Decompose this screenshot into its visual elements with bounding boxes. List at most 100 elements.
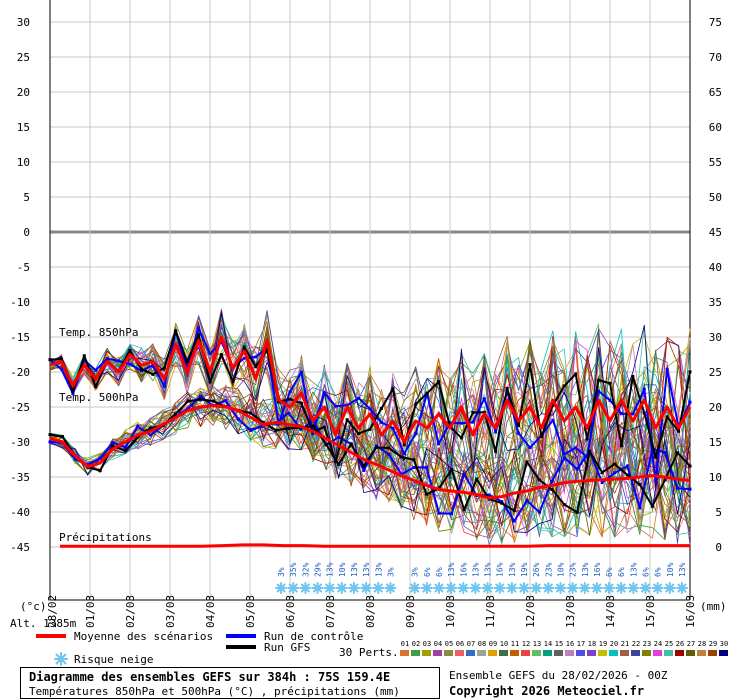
gfs-run-line-point — [48, 358, 52, 362]
member-legend-item: 15 — [554, 640, 564, 656]
gfs-run-line-point — [349, 442, 353, 446]
member-swatch — [620, 650, 629, 656]
snow-risk-value: 10% — [338, 562, 347, 577]
gfs-run-line-point — [128, 348, 132, 352]
snow-flake-icon — [372, 582, 385, 594]
gfs-run-line-point — [111, 444, 115, 448]
gfs-run-line-point — [551, 403, 555, 407]
y-tick-label: -35 — [10, 471, 30, 484]
member-legend-item: 02 — [411, 640, 421, 656]
control-run-line-point — [482, 397, 486, 401]
gfs-run-line-point — [597, 378, 601, 382]
control-run-line-point — [471, 420, 475, 424]
gfs-run-line-point — [574, 372, 578, 376]
x-tick-label: 04/03 — [204, 595, 217, 628]
gfs-run-line-point — [677, 429, 681, 433]
snow-flake-icon — [469, 582, 482, 594]
member-legend-item: 23 — [642, 640, 652, 656]
run-info: Ensemble GEFS du 28/02/2026 - 00Z — [449, 669, 668, 682]
snow-flake-icon — [505, 582, 518, 594]
y2-unit-label: (mm) — [700, 600, 727, 613]
gfs-run-line-point — [688, 464, 692, 468]
control-run-line-point — [98, 456, 102, 460]
y2-tick-label: 60 — [709, 121, 722, 134]
control-run-line-point — [424, 465, 428, 469]
member-legend-item: 30 — [719, 640, 729, 656]
control-run-line-point — [675, 486, 679, 490]
snow-risk-value: 6% — [423, 567, 432, 577]
control-run-line-point — [374, 444, 378, 448]
member-legend-item: 27 — [686, 640, 696, 656]
y2-tick-label: 0 — [715, 541, 722, 554]
snow-risk-value: 13% — [350, 562, 359, 577]
snow-risk-value: 3% — [277, 567, 286, 577]
member-legend-item: 17 — [576, 640, 586, 656]
y-tick-label: 20 — [17, 86, 30, 99]
mean-precip-line — [60, 543, 690, 548]
member-number: 27 — [686, 640, 696, 648]
member-legend-item: 03 — [422, 640, 432, 656]
control-run-line-point — [462, 472, 466, 476]
member-legend-item: 22 — [631, 640, 641, 656]
gfs-run-line-point — [82, 354, 86, 358]
y2-tick-label: 35 — [709, 296, 722, 309]
control-run-line-point — [197, 326, 201, 330]
snow-flake-icon — [287, 582, 300, 594]
member-t500-line — [49, 392, 691, 526]
snow-risk-value: 6% — [641, 567, 650, 577]
y-tick-label: -10 — [10, 296, 30, 309]
control-run-line-point — [642, 387, 646, 391]
control-run-line-point — [334, 404, 338, 408]
gfs-run-line-point — [139, 367, 143, 371]
control-run-line-point — [368, 407, 372, 411]
snow-flake-icon — [493, 582, 506, 594]
x-tick-label: 12/03 — [524, 595, 537, 628]
snow-risk-value: 23% — [569, 562, 578, 577]
member-swatch — [576, 650, 585, 656]
gfs-run-line-point — [312, 424, 316, 428]
member-swatch — [510, 650, 519, 656]
chart-title: Diagramme des ensembles GEFS sur 384h : … — [29, 670, 391, 684]
member-swatch — [543, 650, 552, 656]
member-number: 18 — [587, 640, 597, 648]
t500-label: Temp. 500hPa — [59, 391, 138, 404]
gfs-run-line-point — [517, 423, 521, 427]
control-run-line-point — [362, 468, 366, 472]
control-run-line-point — [105, 357, 109, 361]
snow-flake-icon — [542, 582, 555, 594]
gfs-run-line-point — [588, 449, 592, 453]
member-number: 24 — [653, 640, 663, 648]
control-run-line-point — [597, 389, 601, 393]
gfs-run-line-point — [525, 460, 529, 464]
gfs-run-line-point — [61, 435, 65, 439]
member-number: 16 — [565, 640, 575, 648]
control-run-line-point — [286, 411, 290, 415]
x-tick-label: 06/03 — [284, 595, 297, 628]
gfs-run-line-point — [500, 501, 504, 505]
snow-flake-icon — [603, 582, 616, 594]
gfs-run-line-point — [412, 458, 416, 462]
gfs-run-line-point — [619, 444, 623, 448]
control-run-line-point — [322, 391, 326, 395]
member-swatch — [598, 650, 607, 656]
gfs-run-line-point — [334, 460, 338, 464]
snow-risk-value: 13% — [362, 562, 371, 577]
mean-t500-line — [49, 404, 691, 500]
snow-flake-icon — [360, 582, 373, 594]
member-swatch — [631, 650, 640, 656]
control-run-line-point — [117, 359, 121, 363]
snow-flake-icon — [590, 582, 603, 594]
x-tick-label: 07/03 — [324, 595, 337, 628]
control-run-line-point — [59, 367, 63, 371]
gfs-run-line-point — [631, 374, 635, 378]
gfs-run-line-point — [322, 425, 326, 429]
gfs-run-line-point — [437, 380, 441, 384]
gfs-run-line-point — [562, 384, 566, 388]
snow-flake-icon — [481, 582, 494, 594]
snow-risk-value: 23% — [544, 562, 553, 577]
chart-caption-box: Diagramme des ensembles GEFS sur 384h : … — [20, 667, 440, 699]
member-t850-line — [49, 310, 691, 497]
snow-risk-value: 13% — [629, 562, 638, 577]
control-run-line-point — [500, 500, 504, 504]
member-swatch — [675, 650, 684, 656]
